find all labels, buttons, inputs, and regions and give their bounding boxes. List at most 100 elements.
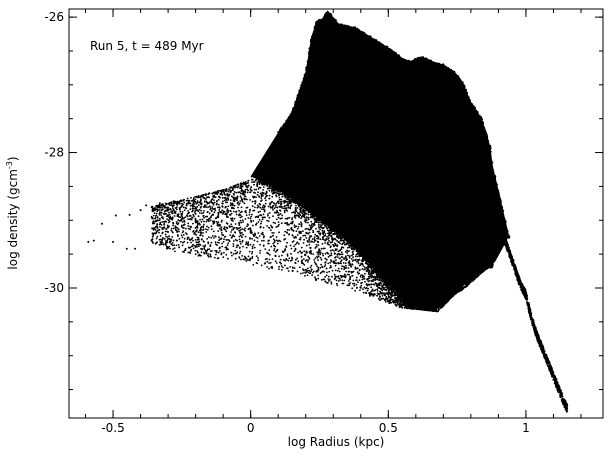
scatter-point [296, 214, 299, 217]
scatter-point [265, 195, 267, 198]
scatter-point [454, 289, 457, 292]
scatter-point [283, 205, 286, 208]
scatter-point [263, 239, 265, 242]
scatter-point [366, 263, 369, 265]
scatter-point [305, 237, 308, 239]
scatter-point [262, 186, 265, 189]
scatter-point [294, 243, 297, 246]
scatter-point [361, 276, 364, 279]
upper-edge-point [485, 136, 489, 139]
scatter-point [183, 223, 186, 226]
scatter-point [475, 276, 477, 278]
scatter-point [316, 265, 318, 267]
scatter-point [247, 189, 250, 192]
scatter-point [239, 231, 241, 234]
scatter-point [161, 209, 163, 212]
scatter-point [266, 225, 268, 227]
scatter-point [385, 282, 388, 284]
scatter-point [275, 188, 278, 191]
scatter-point [271, 258, 274, 260]
scatter-point [211, 207, 214, 210]
scatter-point [319, 224, 322, 226]
scatter-point [181, 211, 184, 213]
upper-edge-point [416, 56, 419, 60]
scatter-point [383, 280, 386, 283]
scatter-point [444, 302, 447, 305]
upper-edge-point [312, 33, 315, 36]
scatter-point [270, 245, 273, 248]
scatter-point [344, 243, 346, 246]
scatter-point [324, 261, 327, 264]
scatter-point [264, 248, 267, 251]
scatter-point [266, 252, 268, 255]
scatter-point [343, 242, 346, 244]
scatter-point [232, 210, 235, 213]
scatter-point [315, 263, 318, 266]
scatter-point [298, 266, 301, 269]
scatter-point [320, 224, 323, 227]
scatter-point [245, 241, 248, 244]
scatter-point [329, 227, 332, 230]
scatter-point [185, 199, 188, 202]
scatter-point [333, 273, 336, 276]
scatter-point [275, 192, 278, 194]
scatter-point [193, 231, 196, 234]
scatter-point [286, 232, 288, 234]
scatter-point [208, 192, 211, 195]
scatter-point [299, 236, 302, 239]
scatter-point [204, 245, 206, 248]
scatter-point [372, 275, 375, 278]
scatter-point [249, 243, 252, 246]
scatter-point [341, 279, 344, 282]
scatter-point [240, 258, 242, 261]
upper-edge-point [351, 27, 354, 30]
scatter-point [253, 206, 256, 209]
upper-edge-point [482, 126, 485, 129]
scatter-point [304, 260, 307, 262]
scatter-point [334, 252, 336, 255]
scatter-point [283, 249, 286, 252]
scatter-point [285, 257, 288, 260]
scatter-point [190, 215, 192, 217]
scatter-point [303, 250, 306, 253]
scatter-point [428, 309, 431, 312]
scatter-point [402, 301, 405, 304]
scatter-point [297, 203, 299, 206]
scatter-point [251, 257, 254, 260]
scatter-point [182, 230, 185, 233]
scatter-point [317, 253, 320, 256]
scatter-point [197, 238, 200, 241]
scatter-point [221, 242, 223, 245]
scatter-point [224, 197, 227, 199]
scatter-point [243, 202, 246, 205]
scatter-point [224, 194, 227, 196]
scatter-point [233, 204, 236, 207]
scatter-point [294, 248, 297, 251]
scatter-point [179, 240, 182, 243]
scatter-point [208, 248, 211, 251]
upper-edge-point [489, 150, 492, 153]
scatter-point [237, 191, 240, 194]
upper-edge-point [437, 62, 441, 65]
scatter-point [439, 307, 442, 309]
scatter-point [246, 198, 248, 201]
scatter-point [250, 221, 253, 223]
scatter-point [364, 272, 366, 275]
scatter-point [170, 202, 173, 204]
scatter-point [378, 283, 381, 286]
scatter-point [351, 275, 353, 277]
scatter-point [259, 214, 262, 217]
scatter-point [202, 245, 205, 247]
scatter-point [244, 181, 247, 184]
scatter-point [241, 192, 244, 195]
scatter-point [323, 247, 326, 250]
scatter-point [394, 294, 396, 296]
scatter-point [245, 186, 248, 188]
scatter-point [305, 209, 308, 212]
scatter-point [318, 248, 320, 251]
scatter-point [240, 196, 243, 199]
scatter-point [268, 197, 271, 200]
scatter-point [253, 239, 256, 242]
scatter-point [284, 199, 286, 202]
scatter-point [156, 208, 158, 211]
